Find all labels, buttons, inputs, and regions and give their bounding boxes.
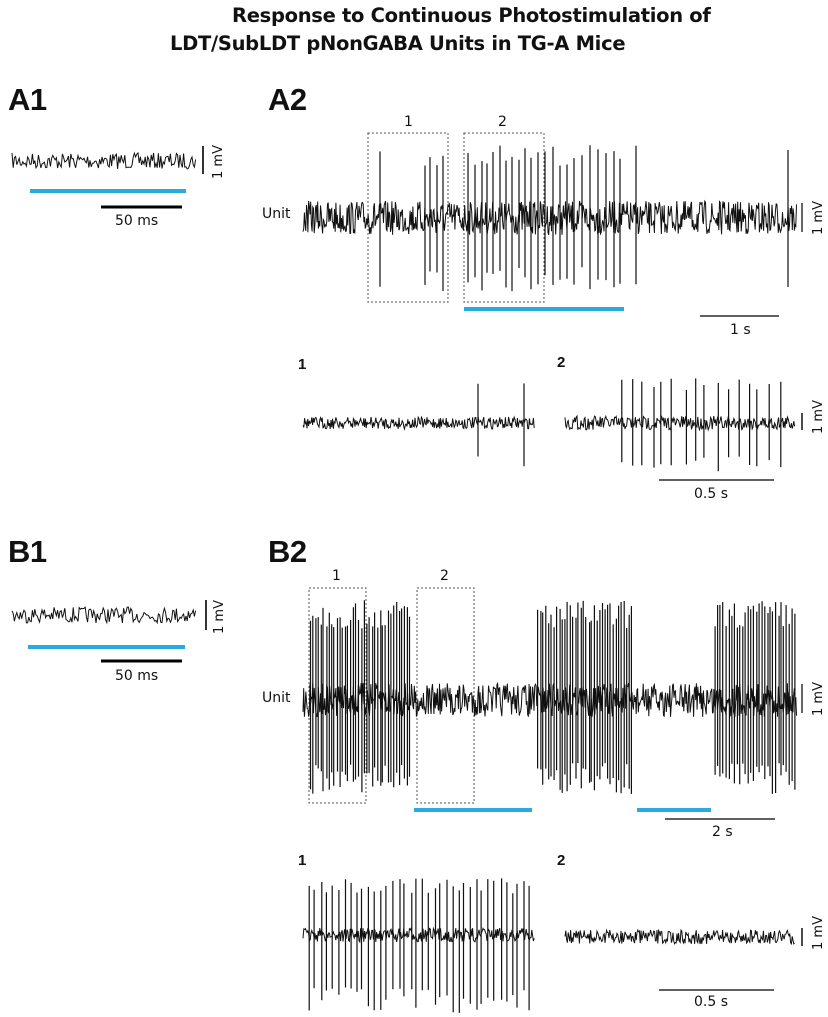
b2-inset-2-trace bbox=[564, 928, 795, 946]
a2-inset-2-label: 2 bbox=[557, 354, 566, 371]
b2-trace-group bbox=[302, 587, 803, 1013]
b2-inset-2-label: 2 bbox=[557, 852, 566, 869]
b2-box-2 bbox=[416, 587, 475, 804]
a2-photostimulation-bar bbox=[464, 307, 624, 311]
a1-voltage-trace bbox=[11, 151, 197, 170]
b2-inset-time-scale-label: 0.5 s bbox=[694, 994, 729, 1010]
a2-box-1-label: 1 bbox=[404, 114, 413, 130]
b1-time-scale-label: 50 ms bbox=[115, 668, 159, 684]
panel-label-a2: A2 bbox=[268, 82, 307, 117]
b2-box-2-label: 2 bbox=[440, 568, 449, 584]
a2-unit-spikes bbox=[379, 145, 789, 292]
b1-photostimulation-bar bbox=[28, 645, 185, 649]
b2-box-1-label: 1 bbox=[332, 568, 341, 584]
b2-photostimulation-bar-2 bbox=[637, 808, 711, 812]
a2-inset-1-label: 1 bbox=[298, 356, 307, 373]
a1-voltage-scale-label: 1 mV bbox=[211, 145, 226, 179]
a2-unit-label: Unit bbox=[262, 206, 291, 222]
a2-inset-voltage-scale-label: 1 mV bbox=[811, 400, 826, 434]
b2-unit-label: Unit bbox=[262, 690, 291, 706]
figure-title-line-1: Response to Continuous Photostimulation … bbox=[232, 4, 711, 27]
a2-inset-2-trace bbox=[564, 414, 796, 432]
b1-trace-group bbox=[11, 600, 207, 663]
b2-time-scale-label: 2 s bbox=[712, 824, 733, 840]
b2-inset-1-label: 1 bbox=[298, 852, 307, 869]
panel-label-b1: B1 bbox=[8, 534, 47, 569]
b2-unit-spikes bbox=[309, 600, 796, 794]
b1-voltage-trace bbox=[11, 606, 197, 625]
b2-inset-1-spikes bbox=[308, 878, 530, 1013]
a2-trace-group bbox=[302, 132, 803, 481]
panel-label-b2: B2 bbox=[268, 534, 307, 569]
b2-inset-voltage-scale-label: 1 mV bbox=[811, 916, 826, 950]
b2-inset-1-trace bbox=[302, 926, 535, 944]
b1-voltage-scale-label: 1 mV bbox=[212, 600, 227, 634]
a2-inset-1-trace bbox=[302, 415, 535, 431]
a2-inset-2-spikes bbox=[621, 378, 782, 472]
b2-voltage-scale-label: 1 mV bbox=[811, 682, 826, 716]
a2-box-2-label: 2 bbox=[498, 114, 507, 130]
a2-inset-1-spikes bbox=[477, 383, 525, 467]
a1-photostimulation-bar bbox=[30, 189, 186, 193]
b2-photostimulation-bar-1 bbox=[414, 808, 532, 812]
panel-label-a1: A1 bbox=[8, 82, 47, 117]
a2-time-scale-label: 1 s bbox=[730, 322, 751, 338]
a2-voltage-scale-label: 1 mV bbox=[811, 201, 826, 235]
a1-time-scale-label: 50 ms bbox=[115, 213, 159, 229]
a2-unit-trace bbox=[302, 199, 797, 236]
a2-inset-time-scale-label: 0.5 s bbox=[694, 486, 729, 502]
a1-trace-group bbox=[11, 146, 204, 209]
b2-box-1 bbox=[308, 587, 367, 804]
figure-title-line-2: LDT/SubLDT pNonGABA Units in TG-A Mice bbox=[170, 32, 626, 55]
